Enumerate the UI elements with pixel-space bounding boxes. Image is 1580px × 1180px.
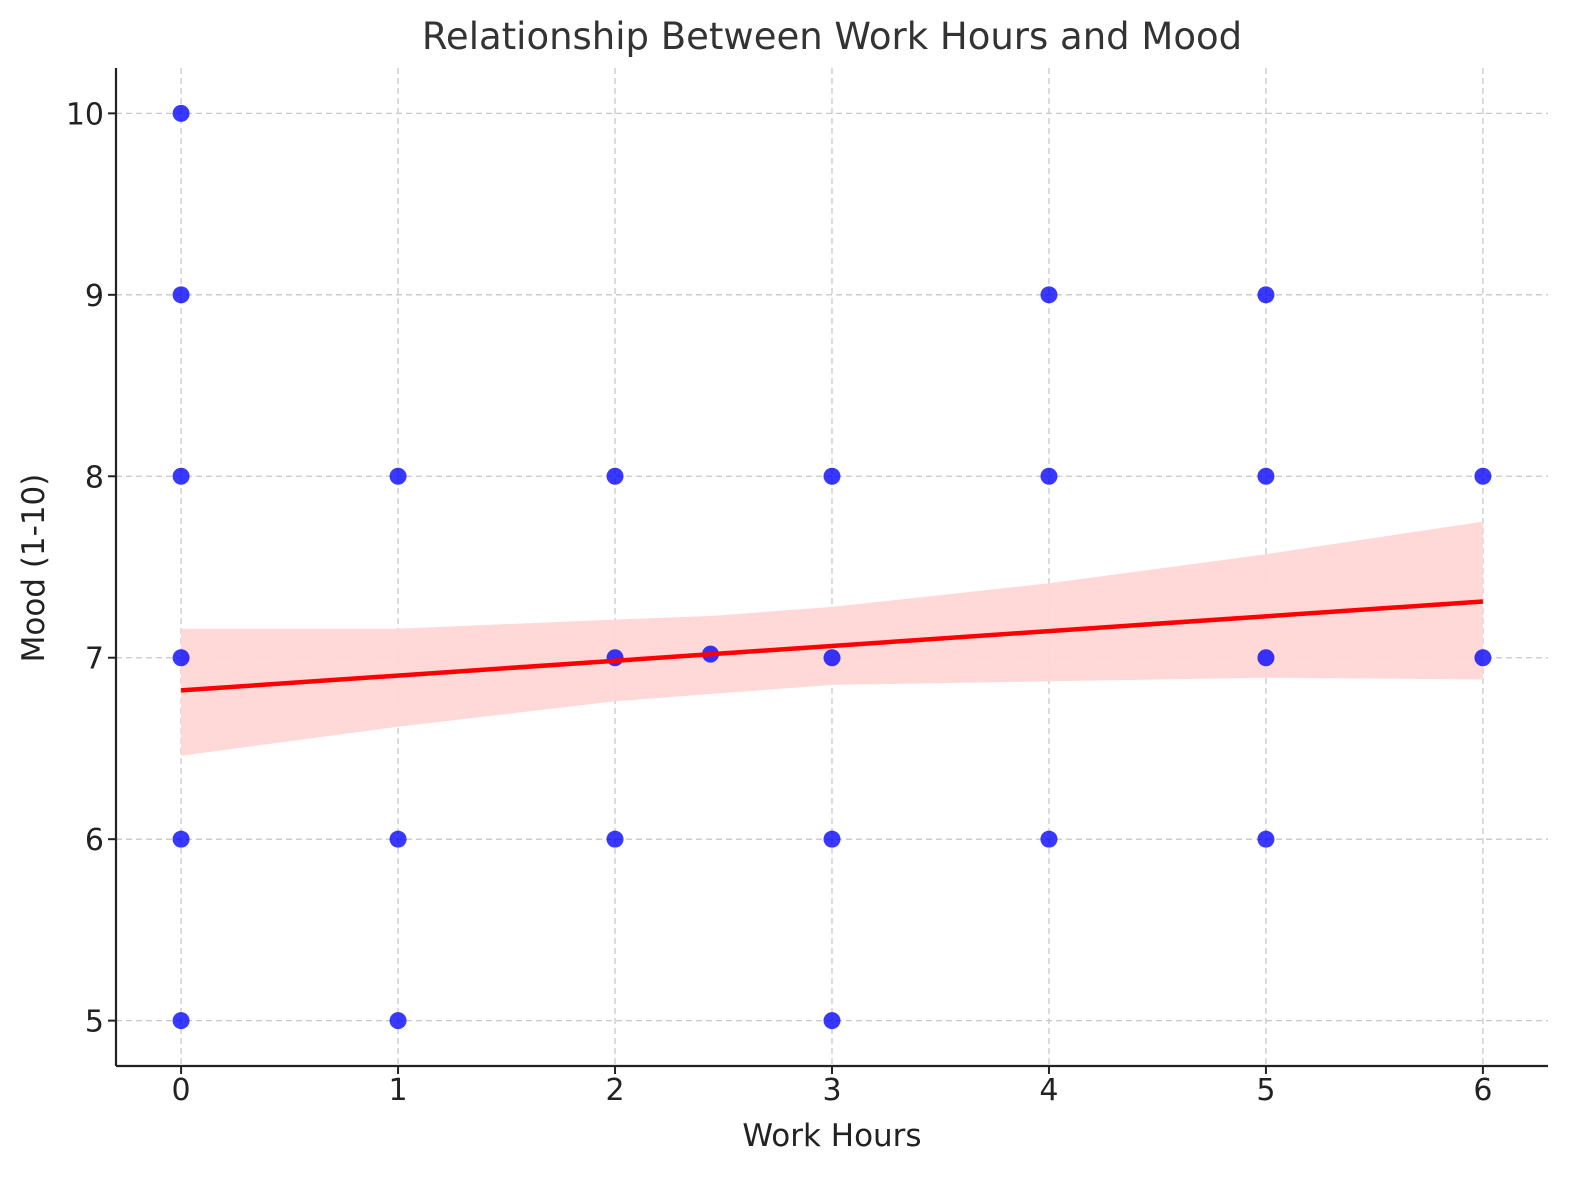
data-point xyxy=(172,830,190,848)
data-point xyxy=(389,830,407,848)
x-tick-label: 4 xyxy=(1039,1073,1058,1108)
x-tick-label: 1 xyxy=(389,1073,408,1108)
data-point xyxy=(823,830,841,848)
ticks-layer: 0 1 2 3 4 5 6 5 6 7 8 9 10 xyxy=(66,97,1493,1108)
x-tick-label: 5 xyxy=(1256,1073,1275,1108)
data-point xyxy=(172,1012,190,1030)
data-point xyxy=(389,467,407,485)
data-point xyxy=(1257,830,1275,848)
data-point xyxy=(606,467,624,485)
data-point xyxy=(823,467,841,485)
x-axis-label: Work Hours xyxy=(742,1118,921,1154)
data-point xyxy=(1040,830,1058,848)
y-tick-label: 10 xyxy=(66,97,104,132)
data-point xyxy=(606,830,624,848)
points-layer xyxy=(172,104,1492,1030)
chart-title: Relationship Between Work Hours and Mood xyxy=(422,15,1242,58)
x-tick-label: 3 xyxy=(822,1073,841,1108)
x-tick-label: 2 xyxy=(605,1073,624,1108)
data-point xyxy=(1040,286,1058,304)
y-tick-label: 7 xyxy=(85,642,104,677)
confidence-band-layer xyxy=(181,521,1483,756)
data-point xyxy=(172,467,190,485)
x-tick-label: 0 xyxy=(172,1073,191,1108)
regression-line-layer xyxy=(180,599,1484,693)
regression-line xyxy=(180,599,1484,693)
confidence-band xyxy=(181,521,1483,756)
y-tick-label: 5 xyxy=(85,1005,104,1040)
y-tick-label: 6 xyxy=(85,823,104,858)
data-point xyxy=(1474,649,1492,667)
data-point xyxy=(172,286,190,304)
data-point xyxy=(172,649,190,667)
x-tick-label: 6 xyxy=(1473,1073,1492,1108)
data-point xyxy=(1474,467,1492,485)
y-tick-label: 9 xyxy=(85,279,104,314)
data-point xyxy=(1257,649,1275,667)
y-axis-label: Mood (1-10) xyxy=(16,474,52,663)
data-point xyxy=(606,649,624,667)
data-point xyxy=(1257,467,1275,485)
data-point xyxy=(172,104,190,122)
y-tick-label: 8 xyxy=(85,460,104,495)
data-point xyxy=(823,1012,841,1030)
data-point xyxy=(823,649,841,667)
data-point xyxy=(389,1012,407,1030)
data-point xyxy=(1257,286,1275,304)
data-point xyxy=(1040,467,1058,485)
